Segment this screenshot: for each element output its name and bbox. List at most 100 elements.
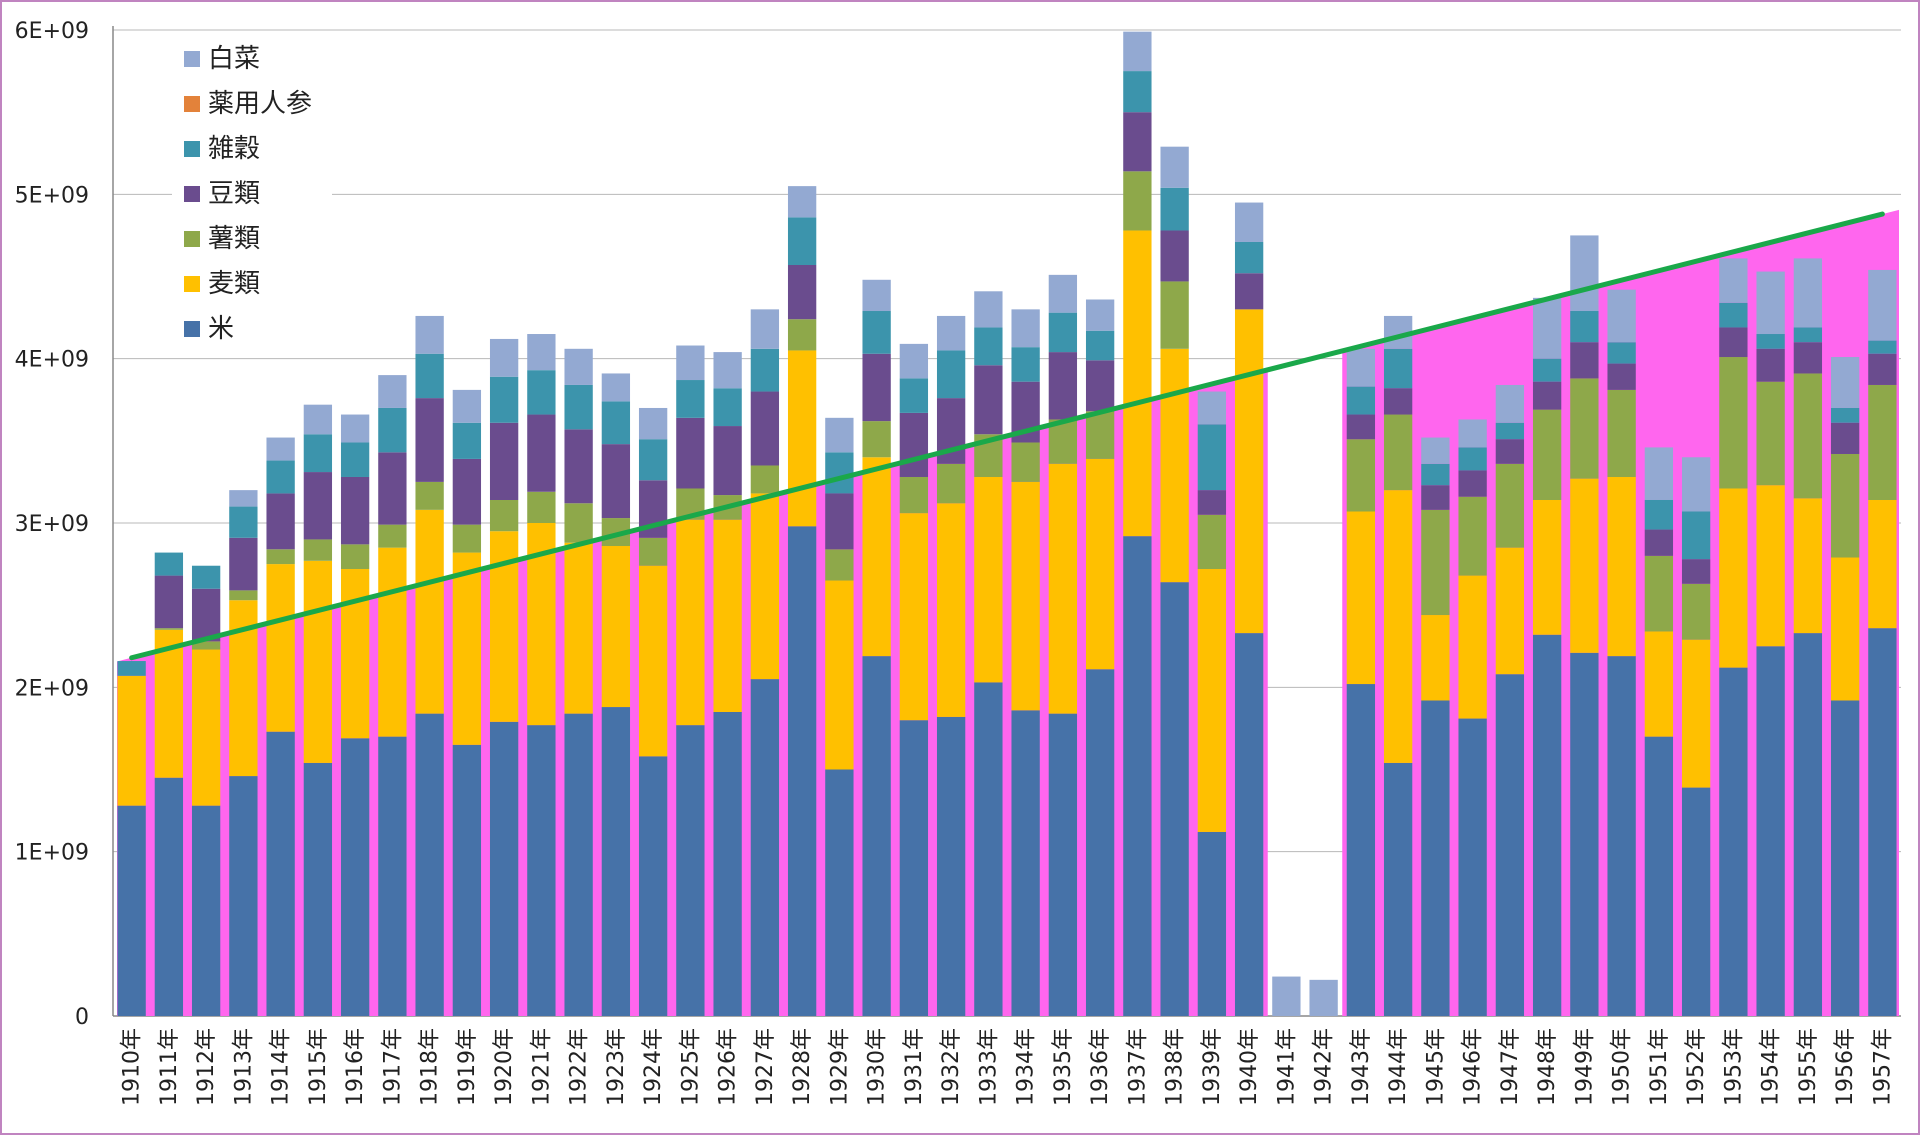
bar-segment [974, 291, 1003, 328]
bar-segment [1383, 348, 1413, 389]
bar-segment [1234, 241, 1264, 274]
bar-segment [899, 513, 929, 721]
legend-label: 米 [208, 314, 234, 344]
bar-segment [191, 649, 221, 806]
x-tick-label: 1932年 [939, 1028, 964, 1106]
x-tick-label: 1949年 [1572, 1028, 1597, 1106]
bar-segment [1607, 476, 1636, 657]
bar-segment [1868, 384, 1897, 500]
bar-segment [1570, 652, 1599, 1016]
bar-segment [638, 565, 668, 757]
x-tick-label: 1941年 [1274, 1028, 1299, 1106]
bar-segment [1681, 457, 1711, 512]
bar-segment [1868, 628, 1897, 1016]
x-tick-label: 1917年 [380, 1028, 405, 1106]
bar-segment [1048, 352, 1078, 420]
x-tick-label: 1943年 [1349, 1028, 1374, 1106]
bar-segment [825, 769, 854, 1016]
x-tick-label: 1940年 [1237, 1028, 1262, 1106]
x-tick-label: 1927年 [753, 1028, 778, 1106]
bar-segment [154, 777, 184, 1016]
bar-segment [1160, 582, 1189, 1016]
bar-segment [787, 217, 817, 265]
bar-segment [154, 552, 184, 576]
x-tick-label: 1924年 [641, 1028, 666, 1106]
bar-segment [527, 334, 556, 371]
bar-segment [564, 348, 593, 385]
bar-segment [1495, 674, 1525, 1016]
x-tick-label: 1923年 [604, 1028, 629, 1106]
bar-segment [787, 264, 817, 320]
x-tick-label: 1946年 [1461, 1028, 1486, 1106]
bar-segment [1123, 536, 1152, 1016]
bar-segment [1197, 831, 1227, 1016]
bar-segment [974, 682, 1003, 1016]
bar-segment [825, 493, 854, 550]
bar-segment [1309, 979, 1338, 1016]
bar-segment [787, 319, 817, 351]
bar-segment [862, 279, 891, 312]
bar-segment [1160, 281, 1189, 349]
bar-segment [713, 426, 742, 496]
y-tick-label: 0 [75, 1005, 89, 1030]
bar-segment [489, 721, 519, 1016]
bar-segment [154, 575, 184, 629]
bar-segment [638, 439, 668, 481]
y-tick-label: 5E+09 [15, 183, 89, 208]
bar-segment [117, 675, 146, 806]
bar-segment [527, 370, 556, 415]
bar-segment [936, 350, 966, 399]
bar-segment [1793, 327, 1823, 343]
bar-segment [191, 588, 221, 642]
bar-segment [1719, 258, 1748, 303]
bar-segment [1756, 271, 1785, 335]
bar-segment [1160, 146, 1189, 188]
bar-segment [1346, 439, 1376, 512]
bar-segment [1421, 700, 1450, 1016]
bar-segment [1719, 488, 1748, 668]
bar-segment [340, 414, 370, 443]
x-tick-label: 1911年 [157, 1028, 182, 1106]
bar-segment [1868, 269, 1897, 341]
bar-segment [266, 493, 295, 550]
bar-segment [191, 805, 221, 1016]
bar-segment [1123, 31, 1152, 72]
bar-segment [229, 776, 258, 1016]
bar-segment [862, 311, 891, 354]
bar-segment [1234, 202, 1264, 242]
x-tick-label: 1938年 [1163, 1028, 1188, 1106]
bar-segment [1197, 569, 1227, 832]
x-tick-label: 1942年 [1312, 1028, 1337, 1106]
bar-segment [974, 365, 1003, 435]
bar-segment [1644, 631, 1674, 737]
x-tick-label: 1928年 [790, 1028, 815, 1106]
bar-segment [750, 348, 780, 392]
bar-segment [1868, 353, 1897, 385]
bar-segment [1421, 615, 1450, 701]
bar-segment [303, 762, 333, 1016]
bar-segment [527, 414, 556, 492]
bar-segment [1681, 559, 1711, 584]
bar-segment [601, 444, 631, 519]
x-tick-label: 1954年 [1759, 1028, 1784, 1106]
bar-segment [1570, 478, 1599, 653]
bar-segment [1532, 409, 1562, 500]
bar-segment [1234, 633, 1264, 1016]
x-tick-label: 1957年 [1870, 1028, 1895, 1106]
bar-segment [303, 539, 333, 561]
y-tick-label: 6E+09 [15, 19, 89, 44]
bar-segment [340, 544, 370, 570]
bar-segment [1681, 583, 1711, 640]
bar-segment [527, 725, 556, 1016]
bar-segment [378, 407, 407, 453]
bar-segment [303, 560, 333, 763]
legend-swatch [184, 321, 200, 337]
x-tick-label: 1955年 [1796, 1028, 1821, 1106]
bar-segment [1644, 529, 1674, 556]
bar-segment [638, 537, 668, 566]
trend-line [129, 211, 1885, 661]
x-tick-label: 1916年 [343, 1028, 368, 1106]
bar-segment [1495, 384, 1525, 423]
x-tick-label: 1939年 [1200, 1028, 1225, 1106]
bar-segment [378, 547, 407, 737]
